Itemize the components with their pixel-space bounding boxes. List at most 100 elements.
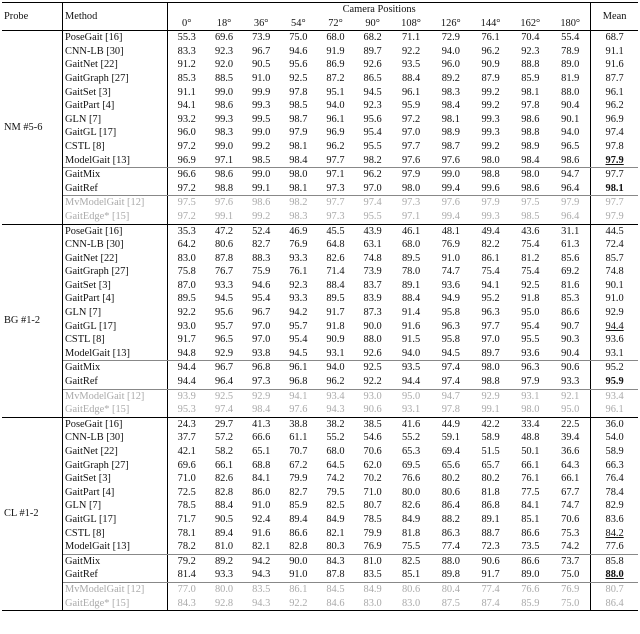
angle-header: 108° xyxy=(391,16,431,32)
value-cell: 90.6 xyxy=(354,403,392,418)
value-cell: 94.0 xyxy=(441,45,460,57)
value-cell: 64.2 xyxy=(177,239,196,251)
value-cell: 94.1 xyxy=(481,279,500,291)
value-cell: 97.9 xyxy=(401,169,421,181)
value-cell: 98.6 xyxy=(521,113,540,125)
table-row: GaitNet [22] 83.0 87.8 88.3 93.3 82.6 74.8 89.5… xyxy=(2,251,638,266)
value-cell: 75.9 xyxy=(252,266,271,278)
value-cell: 92.3 xyxy=(521,45,540,57)
value-cell: 86.8 xyxy=(481,500,500,512)
value-cell: 72.5 xyxy=(177,486,196,498)
value-cell: 98.3 xyxy=(441,86,460,98)
value-cell: 69.4 xyxy=(441,446,460,457)
mean-cell: 66.3 xyxy=(590,458,638,473)
angle-header: 18° xyxy=(205,16,243,32)
value-cell: 82.2 xyxy=(481,239,500,251)
value-cell: 88.4 xyxy=(214,500,234,512)
value-cell: 98.2 xyxy=(289,197,308,209)
value-cell: 97.3 xyxy=(316,181,355,197)
value-cell: 74.8 xyxy=(363,252,382,264)
value-cell: 97.0 xyxy=(354,181,392,197)
table-row: GaitMix 96.6 98.6 99.0 98.0 97.1 96.2 97.9 99.0 9… xyxy=(2,167,638,182)
value-cell: 83.0 xyxy=(391,596,431,612)
value-cell: 91.2 xyxy=(177,59,196,71)
value-cell: 98.6 xyxy=(550,153,591,169)
value-cell: 57.2 xyxy=(214,432,234,444)
value-cell: 46.9 xyxy=(289,225,308,237)
value-cell: 94.0 xyxy=(391,346,431,362)
method-cell: GaitPart [4] xyxy=(62,292,168,307)
value-cell: 95.6 xyxy=(289,59,308,71)
value-cell: 98.0 xyxy=(521,169,540,181)
value-cell: 90.0 xyxy=(289,555,308,567)
method-cell: GaitGraph [27] xyxy=(62,265,168,279)
value-cell: 31.1 xyxy=(561,225,580,237)
mean-cell: 96.2 xyxy=(590,99,638,113)
table-row: GLN [7] 93.2 99.3 99.5 98.7 96.1 95.6 97.2 98.1 9… xyxy=(2,112,638,127)
method-cell: GaitRef xyxy=(62,568,168,583)
value-cell: 36.6 xyxy=(561,446,580,457)
value-cell: 89.5 xyxy=(401,252,421,264)
value-cell: 91.7 xyxy=(470,568,511,583)
value-cell: 86.0 xyxy=(252,486,271,498)
value-cell: 39.4 xyxy=(561,432,580,444)
mean-cell: 97.7 xyxy=(590,167,638,182)
value-cell: 76.7 xyxy=(214,266,234,278)
mean-cell: 95.2 xyxy=(590,360,638,376)
value-cell: 94.3 xyxy=(242,596,280,612)
value-cell: 93.5 xyxy=(401,59,421,71)
value-cell: 95.6 xyxy=(214,307,234,319)
table-row: GaitEdge* [15] 84.3 92.8 94.3 92.2 84.6 83.0 83… xyxy=(2,596,638,612)
value-cell: 43.6 xyxy=(521,225,540,237)
value-cell: 59.1 xyxy=(441,432,460,444)
value-cell: 68.0 xyxy=(401,239,421,251)
value-cell: 94.7 xyxy=(441,390,460,402)
method-cell: GaitSet [3] xyxy=(62,278,168,293)
method-cell: GaitNet [22] xyxy=(62,445,168,459)
value-cell: 95.3 xyxy=(167,403,206,418)
value-cell: 69.6 xyxy=(177,459,196,471)
value-cell: 37.7 xyxy=(177,432,196,444)
value-cell: 96.4 xyxy=(205,375,243,390)
value-cell: 64.5 xyxy=(326,459,345,471)
value-cell: 29.7 xyxy=(214,418,234,430)
value-cell: 48.1 xyxy=(441,225,460,237)
method-cell: ModelGait [13] xyxy=(62,346,168,362)
value-cell: 95.5 xyxy=(354,209,392,225)
value-cell: 99.2 xyxy=(242,209,280,225)
value-cell: 99.3 xyxy=(252,100,271,112)
value-cell: 98.5 xyxy=(289,100,308,112)
value-cell: 84.1 xyxy=(521,500,540,512)
value-cell: 99.2 xyxy=(481,86,500,98)
value-cell: 92.3 xyxy=(214,45,234,57)
value-cell: 78.5 xyxy=(177,500,196,512)
value-cell: 97.4 xyxy=(205,403,243,418)
value-cell: 93.9 xyxy=(177,390,196,402)
value-cell: 77.4 xyxy=(430,540,471,555)
value-cell: 85.1 xyxy=(521,513,540,525)
mean-cell: 91.1 xyxy=(590,44,638,59)
value-cell: 95.2 xyxy=(481,293,500,305)
value-cell: 93.1 xyxy=(521,390,540,402)
value-cell: 98.2 xyxy=(354,153,392,169)
value-cell: 96.4 xyxy=(550,209,591,225)
header-row: Probe Method Camera Positions Mean xyxy=(2,2,638,32)
value-cell: 98.4 xyxy=(441,100,460,112)
value-cell: 43.9 xyxy=(363,225,382,237)
value-cell: 88.4 xyxy=(401,293,421,305)
value-cell: 95.4 xyxy=(521,320,540,332)
method-cell: PoseGait [16] xyxy=(62,417,168,432)
value-cell: 95.9 xyxy=(401,100,421,112)
value-cell: 96.7 xyxy=(252,45,271,57)
value-cell: 89.8 xyxy=(430,568,471,583)
method-cell: GaitSet [3] xyxy=(62,85,168,100)
value-cell: 58.2 xyxy=(214,446,234,457)
value-cell: 97.9 xyxy=(510,375,551,390)
value-cell: 80.7 xyxy=(363,500,382,512)
value-cell: 92.5 xyxy=(363,362,382,374)
value-cell: 99.1 xyxy=(205,209,243,225)
value-cell: 94.5 xyxy=(363,86,382,98)
angle-header: 54° xyxy=(279,16,317,32)
table-row: GaitGraph [27] 85.3 88.5 91.0 92.5 87.2 86.5 88… xyxy=(2,71,638,86)
table-row: GaitEdge* [15] 95.3 97.4 98.4 97.6 94.3 90.6 93… xyxy=(2,403,638,418)
